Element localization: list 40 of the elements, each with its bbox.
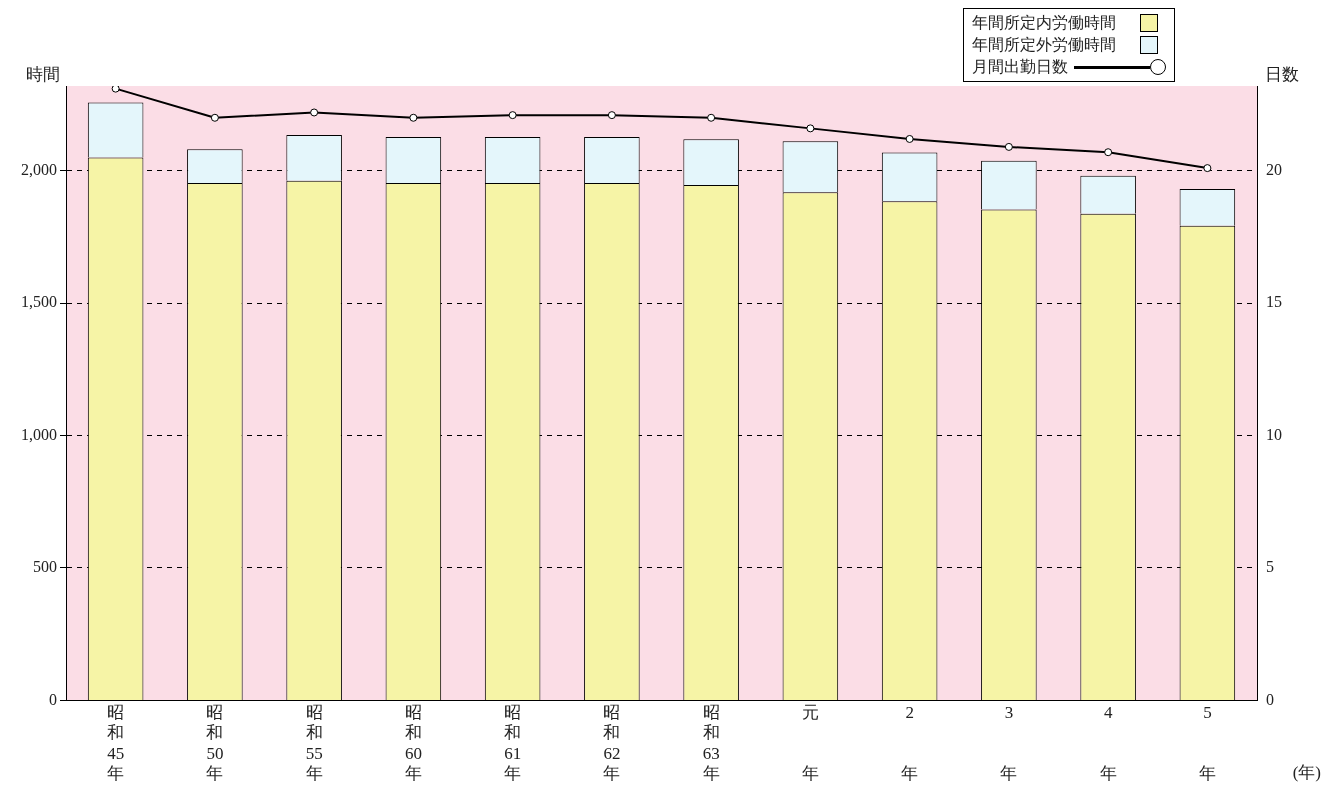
x-tick-label: 昭和50年 <box>206 703 224 784</box>
x-tick-label: 昭和62年 <box>603 703 621 784</box>
point <box>210 113 219 122</box>
point <box>409 113 418 122</box>
legend-label: 年間所定外労働時間 <box>972 35 1116 55</box>
y-tick-label: 2,000 <box>21 160 57 178</box>
x-tick-label: 昭和61年 <box>504 703 522 784</box>
category-label: 4年 <box>1099 703 1117 784</box>
point <box>1104 148 1113 157</box>
x-tick-label: 昭和63年 <box>702 703 720 784</box>
point <box>508 111 517 120</box>
y2-tick-label: 10 <box>1266 425 1282 443</box>
y2-axis-title: 日数 <box>1265 64 1299 84</box>
y-tick-label: 500 <box>33 558 57 576</box>
category-label: 5年 <box>1198 703 1216 784</box>
x-tick-label: 昭和45年 <box>107 703 125 784</box>
point <box>111 86 120 93</box>
point <box>707 113 716 122</box>
point <box>310 108 319 117</box>
y-tick-label: 1,500 <box>21 293 57 311</box>
category-label: 元年 <box>801 703 819 784</box>
y-tick-label: 1,000 <box>21 425 57 443</box>
x-axis-title: (年) <box>1292 762 1321 782</box>
y-axis-title: 時間 <box>26 64 60 84</box>
legend-label: 月間出勤日数 <box>972 57 1068 77</box>
point <box>607 111 616 120</box>
y2-tick-label: 20 <box>1266 160 1282 178</box>
y-tick-label: 0 <box>49 690 57 708</box>
y2-tick-label: 15 <box>1266 293 1282 311</box>
point <box>905 134 914 143</box>
x-tick-label: 昭和55年 <box>305 703 323 784</box>
legend-label: 年間所定内労働時間 <box>972 13 1116 33</box>
point <box>806 124 815 133</box>
point <box>1203 164 1212 173</box>
point <box>1004 142 1013 151</box>
y2-tick-label: 0 <box>1266 690 1274 708</box>
y2-tick-label: 5 <box>1266 558 1274 576</box>
category-label: 3年 <box>1000 703 1018 784</box>
category-label: 2年 <box>901 703 919 784</box>
x-tick-label: 昭和60年 <box>404 703 422 784</box>
